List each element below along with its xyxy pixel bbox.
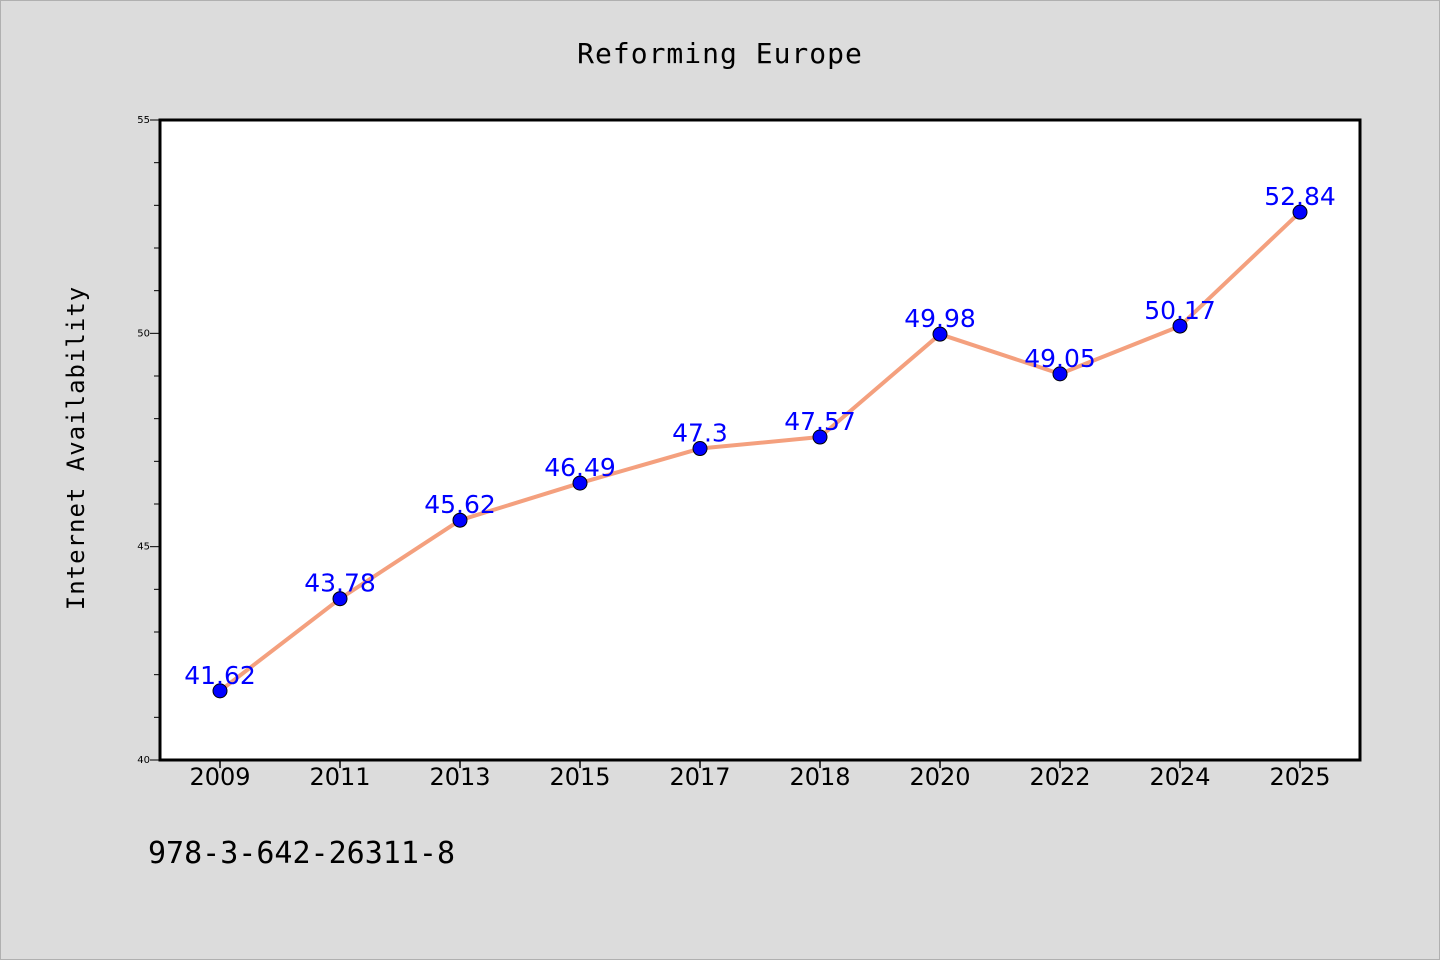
data-label: 49.05: [1024, 344, 1096, 373]
x-tick-label: 2015: [549, 763, 610, 791]
data-label: 41.62: [184, 661, 256, 690]
x-tick-label: 2020: [909, 763, 970, 791]
data-point: [1172, 318, 1188, 334]
x-tick-label: 2022: [1029, 763, 1090, 791]
data-label: 47.57: [784, 407, 856, 436]
x-tick-label: 2013: [429, 763, 490, 791]
data-point: [1052, 366, 1068, 382]
x-axis: 2009 2011 2013 2015 2017 2018 2020 2022 2024 2025: [189, 760, 1331, 791]
series-line: [218, 210, 1302, 693]
data-point: [1292, 204, 1308, 220]
data-point: [212, 683, 228, 699]
data-point: [572, 475, 588, 491]
data-point: [932, 326, 948, 342]
data-label: 50.17: [1144, 296, 1216, 325]
plot-area: [158, 118, 1362, 762]
x-tick-label: 2025: [1269, 763, 1330, 791]
y-tick-label: 45: [137, 542, 150, 553]
y-axis: 40 45 50 55: [137, 115, 160, 766]
data-point: [692, 441, 708, 457]
data-label: 45.62: [424, 490, 496, 519]
data-point: [452, 512, 468, 528]
data-point: [332, 591, 348, 607]
x-tick-label: 2011: [309, 763, 370, 791]
data-label: 47.3: [672, 419, 728, 448]
x-tick-label: 2009: [189, 763, 250, 791]
y-axis-label: Internet Availability: [62, 286, 90, 610]
y-tick-label: 50: [137, 328, 150, 339]
x-tick-label: 2018: [789, 763, 850, 791]
chart-title: Reforming Europe: [577, 37, 863, 70]
y-tick-label: 55: [137, 115, 150, 126]
x-tick-label: 2024: [1149, 763, 1210, 791]
y-tick-label: 40: [137, 755, 150, 766]
series-group: 41.62 43.78 45.62 46.49 47.3 47.57 49.98 49.05 5…: [184, 182, 1336, 699]
data-label: 52.84: [1264, 182, 1336, 211]
footer-isbn: 978-3-642-26311-8: [148, 836, 455, 871]
data-label: 46.49: [544, 453, 616, 482]
data-label: 43.78: [304, 569, 376, 598]
x-tick-label: 2017: [669, 763, 730, 791]
data-label: 49.98: [904, 304, 976, 333]
data-point: [812, 429, 828, 445]
